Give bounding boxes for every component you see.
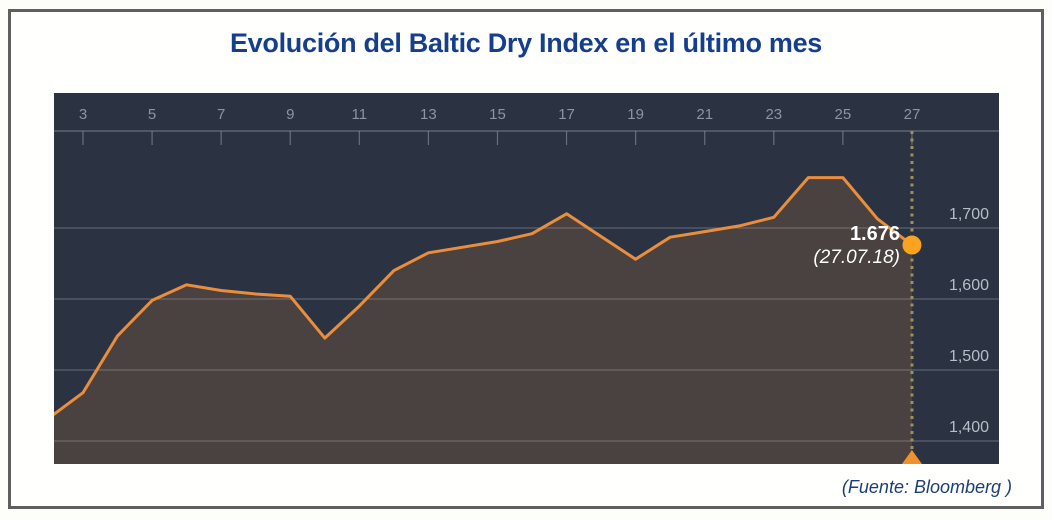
y-tick-label: 1,600	[949, 277, 989, 294]
x-tick-label: 27	[904, 106, 921, 123]
x-tick-label: 7	[217, 106, 225, 123]
last-value-dot	[902, 235, 922, 255]
axis-triangle-marker	[901, 450, 922, 464]
x-tick-label: 25	[835, 106, 852, 123]
index-line	[54, 176, 914, 417]
area-fill	[54, 177, 912, 464]
y-tick-label: 1,700	[949, 206, 989, 223]
x-tick-label: 21	[696, 106, 713, 123]
chart-area: 3 5 7 9 11 13 15 17 19 21 23 25 27 1,700 1,600 1,500 1,4…	[54, 93, 999, 464]
chart-title: Evolución del Baltic Dry Index en el últ…	[229, 28, 823, 58]
y-tick-label: 1,400	[949, 419, 989, 436]
x-tick-label: 5	[148, 106, 156, 123]
x-tick-label: 19	[627, 106, 644, 123]
x-tick-label: 3	[79, 106, 87, 123]
x-tick-label: 17	[558, 106, 575, 123]
x-tick-label: 11	[352, 106, 368, 123]
source-note: (Fuente: Bloomberg )	[841, 477, 1012, 497]
baltic-dry-index-chart: 3 5 7 9 11 13 15 17 19 21 23 25 27 1,700 1,600 1,500 1,4…	[54, 106, 999, 464]
y-tick-label: 1,500	[949, 348, 989, 365]
x-tick-label: 15	[489, 106, 506, 123]
x-tick-label: 23	[765, 106, 782, 123]
x-tick-label: 9	[286, 106, 294, 123]
x-tick-label: 13	[420, 106, 437, 123]
